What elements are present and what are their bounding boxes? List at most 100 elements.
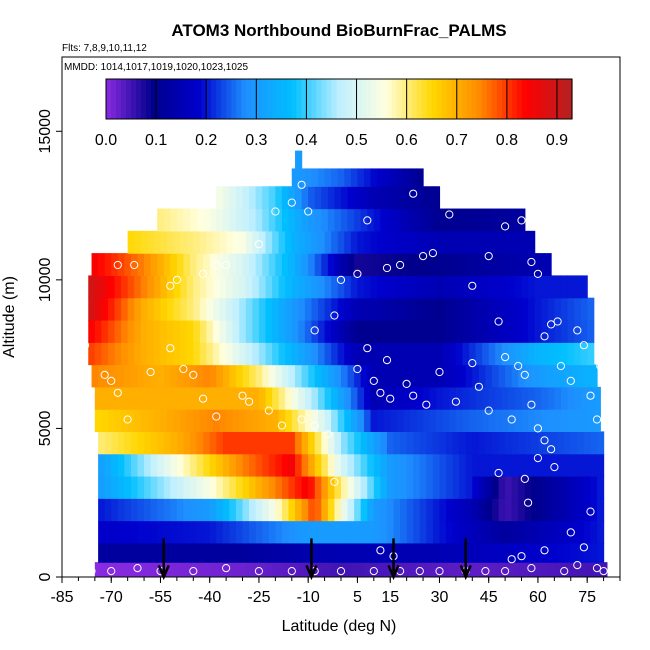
- heatmap-cell: [482, 409, 490, 432]
- heatmap-cell: [232, 409, 240, 432]
- heatmap-cell: [360, 453, 368, 477]
- heatmap-cell: [265, 409, 273, 432]
- heatmap-cell: [419, 186, 427, 210]
- heatmap-cell: [216, 364, 224, 388]
- sample-point: [146, 367, 155, 377]
- heatmap-cell: [426, 475, 434, 499]
- heatmap-cell: [301, 364, 309, 388]
- sample-point: [107, 567, 116, 576]
- heatmap-cell: [111, 453, 119, 477]
- heatmap-cell: [304, 342, 313, 366]
- sample-point: [113, 260, 122, 270]
- sample-point: [501, 222, 510, 231]
- heatmap-cell: [219, 230, 227, 254]
- heatmap-cell: [518, 453, 526, 477]
- heatmap-cell: [554, 342, 562, 366]
- heatmap-cell: [196, 520, 204, 544]
- heatmap-cell: [242, 475, 250, 499]
- heatmap-cell: [308, 364, 316, 388]
- heatmap-cell: [469, 386, 477, 410]
- heatmap-cell: [140, 319, 148, 343]
- heatmap-cell: [446, 208, 454, 232]
- heatmap-cell: [140, 386, 148, 410]
- heatmap-cell: [357, 230, 365, 254]
- heatmap-cell: [206, 342, 214, 366]
- heatmap-cell: [357, 275, 365, 299]
- sample-point: [297, 180, 306, 189]
- heatmap-cell: [560, 562, 569, 577]
- heatmap-cell: [127, 297, 135, 321]
- heatmap-cell: [583, 520, 592, 544]
- heatmap-cell: [134, 275, 142, 299]
- colorbar-swatch: [241, 79, 247, 119]
- heatmap-cell: [534, 297, 542, 321]
- heatmap-cell: [288, 364, 296, 388]
- heatmap-cell: [452, 364, 460, 388]
- heatmap-cell: [311, 342, 319, 366]
- heatmap-cell: [311, 168, 319, 187]
- heatmap-cell: [508, 297, 516, 321]
- heatmap-cell: [416, 168, 424, 187]
- heatmap-cell: [235, 520, 244, 544]
- heatmap-cell: [508, 230, 516, 254]
- heatmap-cell: [134, 342, 142, 366]
- heatmap-cell: [186, 409, 194, 432]
- heatmap-cell: [518, 208, 526, 232]
- heatmap-cell: [567, 409, 575, 432]
- heatmap-cell: [321, 208, 329, 232]
- heatmap-cell: [180, 409, 188, 432]
- heatmap-cell: [439, 542, 447, 563]
- heatmap-cell: [406, 542, 414, 563]
- heatmap-cell: [222, 431, 230, 455]
- heatmap-cell: [518, 475, 526, 499]
- colorbar-swatch: [236, 79, 242, 119]
- heatmap-cell: [327, 542, 336, 563]
- heatmap-cell: [203, 208, 211, 232]
- heatmap-cell: [488, 297, 496, 321]
- heatmap-cell: [426, 453, 434, 477]
- colorbar-swatch: [551, 79, 558, 119]
- heatmap-cell: [291, 409, 299, 432]
- heatmap-cell: [560, 342, 569, 366]
- heatmap-cell: [239, 230, 247, 254]
- heatmap-cell: [354, 431, 362, 455]
- heatmap-cell: [170, 431, 178, 455]
- heatmap-cell: [593, 386, 601, 410]
- heatmap-cell: [580, 342, 588, 366]
- heatmap-cell: [547, 319, 555, 343]
- heatmap-cell: [524, 542, 532, 563]
- heatmap-cell: [363, 562, 372, 577]
- heatmap-cell: [541, 297, 549, 321]
- heatmap-cell: [163, 364, 171, 388]
- heatmap-cell: [390, 168, 398, 187]
- colorbar-tick-label: 0.8: [496, 132, 518, 149]
- heatmap-cell: [449, 297, 457, 321]
- heatmap-cell: [121, 275, 129, 299]
- heatmap-cell: [413, 542, 421, 563]
- heatmap-cell: [478, 431, 487, 455]
- heatmap-cell: [446, 475, 454, 499]
- heatmap-cell: [373, 364, 381, 388]
- heatmap-cell: [396, 297, 404, 321]
- heatmap-cell: [564, 520, 572, 544]
- heatmap-cell: [442, 562, 450, 577]
- heatmap-cell: [583, 475, 592, 499]
- heatmap-cell: [380, 498, 388, 522]
- heatmap-cell: [377, 168, 385, 187]
- heatmap-cell: [446, 431, 454, 455]
- heatmap-cell: [472, 208, 480, 232]
- heatmap-cell: [413, 520, 421, 544]
- sample-point: [599, 567, 608, 576]
- heatmap-cell: [432, 431, 441, 455]
- heatmap-cell: [157, 475, 165, 499]
- heatmap-cell: [416, 230, 424, 254]
- heatmap-cell: [163, 453, 171, 477]
- heatmap-cell: [157, 431, 165, 455]
- heatmap-cell: [373, 453, 381, 477]
- heatmap-cell: [114, 386, 122, 410]
- heatmap-cell: [134, 409, 142, 432]
- heatmap-cell: [163, 520, 171, 544]
- heatmap-cell: [219, 319, 227, 343]
- heatmap-cell: [150, 475, 158, 499]
